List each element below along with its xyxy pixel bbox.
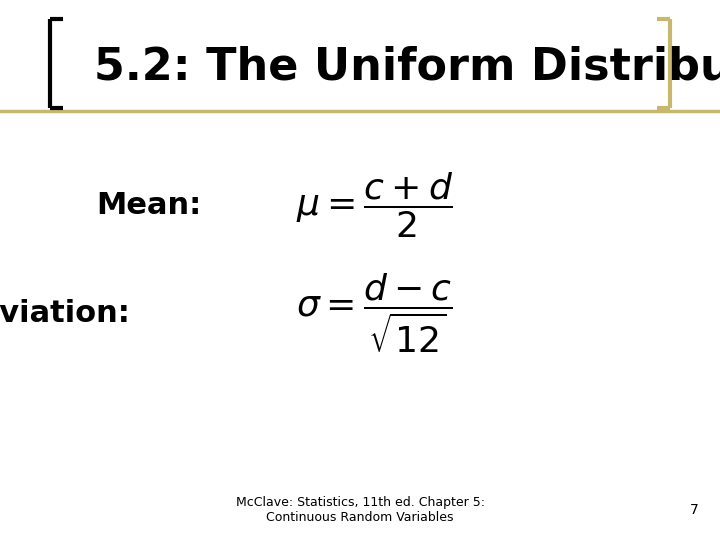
- Text: 7: 7: [690, 503, 698, 517]
- Text: McClave: Statistics, 11th ed. Chapter 5:
Continuous Random Variables: McClave: Statistics, 11th ed. Chapter 5:…: [235, 496, 485, 524]
- Text: $\mu = \dfrac{c+d}{2}$: $\mu = \dfrac{c+d}{2}$: [296, 171, 453, 240]
- Text: Mean:: Mean:: [96, 191, 202, 220]
- Text: Standard Deviation:: Standard Deviation:: [0, 299, 130, 328]
- Text: 5.2: The Uniform Distribution: 5.2: The Uniform Distribution: [94, 46, 720, 89]
- Text: $\sigma = \dfrac{d-c}{\sqrt{12}}$: $\sigma = \dfrac{d-c}{\sqrt{12}}$: [296, 272, 453, 355]
